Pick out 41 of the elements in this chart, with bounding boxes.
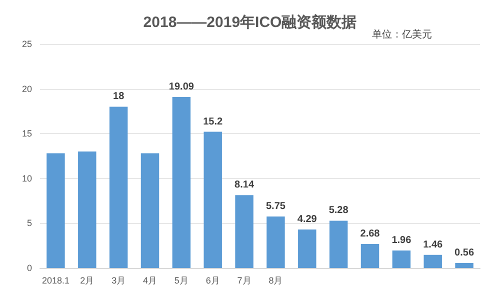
data-label: 19.09 xyxy=(168,81,194,92)
y-tick-label: 15 xyxy=(22,128,32,139)
bar xyxy=(140,153,160,268)
data-label: 0.56 xyxy=(454,247,474,258)
data-label: 18 xyxy=(113,91,125,102)
y-tick-label: 20 xyxy=(22,84,32,94)
bar xyxy=(204,132,222,268)
y-tick-label: 25 xyxy=(22,39,32,49)
x-tick-label: 6月 xyxy=(206,276,220,286)
x-tick-label: 5月 xyxy=(174,276,188,286)
data-label: 15.2 xyxy=(203,116,224,128)
bar xyxy=(298,230,316,268)
data-label: 5.28 xyxy=(328,205,349,216)
y-tick-label: 0 xyxy=(26,263,32,273)
data-label: 5.75 xyxy=(266,200,286,212)
text: 单位：亿美元 xyxy=(372,28,432,40)
x-tick-label: 3月 xyxy=(112,276,126,286)
data-label: 4.29 xyxy=(297,214,318,226)
bar xyxy=(109,106,128,268)
bar xyxy=(172,96,191,268)
data-label: 8.14 xyxy=(234,180,254,191)
bar xyxy=(46,153,65,268)
bar xyxy=(329,220,348,268)
bar xyxy=(235,195,254,268)
bar xyxy=(455,262,474,268)
data-label: 2.68 xyxy=(360,228,380,240)
x-tick-label: 4月 xyxy=(142,276,158,286)
bar xyxy=(78,152,96,268)
bar xyxy=(360,244,380,268)
x-tick-label: 7月 xyxy=(237,276,252,286)
bar xyxy=(392,250,411,268)
y-tick-label: 5 xyxy=(26,218,32,228)
data-label: 1.46 xyxy=(423,239,444,250)
chart-title: 2018——2019年ICO融资额数据 xyxy=(143,13,357,31)
data-label: 1.96 xyxy=(392,234,412,246)
bar xyxy=(266,216,285,268)
x-tick-label: 2018.1 xyxy=(42,276,70,286)
bar xyxy=(424,254,442,268)
y-tick-label: 10 xyxy=(22,173,32,184)
x-tick-label: 8月 xyxy=(268,276,283,286)
x-tick-label: 2月 xyxy=(80,276,94,286)
